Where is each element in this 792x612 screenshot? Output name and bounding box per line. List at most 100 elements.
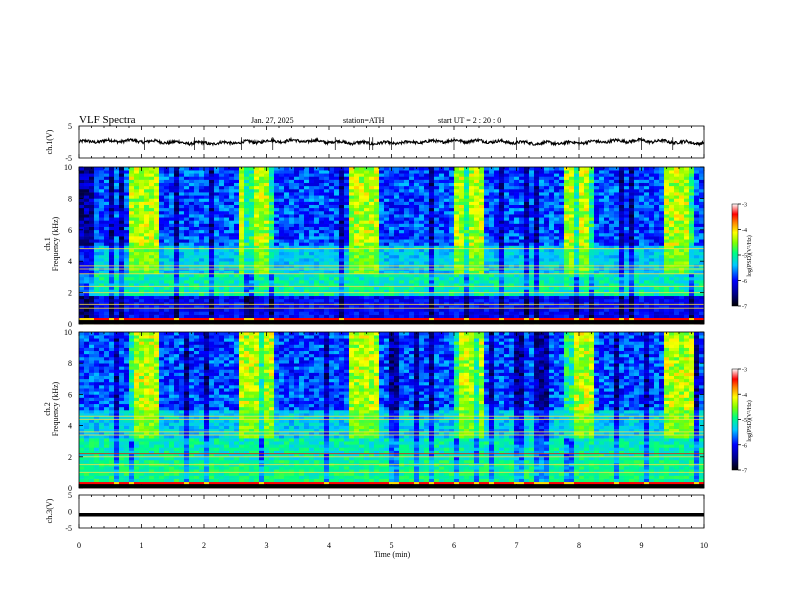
spectrogram-cell: [84, 236, 90, 240]
spectrogram-cell: [459, 261, 465, 265]
spectrogram-cell: [544, 192, 550, 196]
spectrogram-cell: [319, 245, 325, 249]
spectrogram-cell: [94, 261, 100, 265]
spectrogram-cell: [224, 311, 230, 315]
spectrogram-cell: [169, 182, 175, 187]
spectrogram-cell: [499, 302, 505, 306]
spectrogram-cell: [349, 232, 355, 237]
spectrogram-cell: [444, 286, 450, 290]
spectrogram-cell: [414, 223, 420, 227]
spectrogram-cell: [374, 248, 380, 253]
spectrogram-cell: [429, 245, 435, 249]
spectrogram-cell: [244, 170, 250, 174]
spectrogram-cell: [334, 308, 340, 312]
spectrogram-cell: [174, 192, 180, 196]
spectrogram-cell: [89, 270, 95, 275]
spectrogram-cell: [534, 226, 540, 231]
spectrogram-cell: [234, 223, 240, 227]
spectrogram-cell: [419, 292, 425, 297]
spectrogram-cell: [189, 261, 195, 265]
spectrogram-cell: [179, 226, 185, 231]
spectrogram-cell: [359, 251, 365, 256]
spectrogram-cell: [214, 195, 220, 199]
spectrogram-cell: [204, 289, 210, 293]
spectrogram-cell: [394, 167, 400, 171]
spectrogram-cell: [404, 283, 410, 287]
spectrogram-cell: [374, 242, 380, 246]
spectrogram-cell: [174, 289, 180, 293]
spectrogram-cell: [139, 305, 145, 309]
spectrogram-cell: [399, 286, 405, 290]
spectrogram-cell: [354, 201, 360, 205]
spectrogram-cell: [174, 173, 180, 177]
spectrogram-cell: [229, 270, 235, 275]
spectrogram-cell: [209, 292, 215, 297]
spectrogram-cell: [454, 286, 460, 290]
spectrogram-cell: [229, 223, 235, 227]
spectrogram-cell: [214, 201, 220, 205]
spectrogram-cell: [104, 273, 110, 278]
spectrogram-cell: [279, 229, 285, 234]
spectrogram-cell: [414, 258, 420, 262]
spectrogram-cell: [394, 220, 400, 224]
spectrogram-cell: [519, 188, 525, 193]
spectrogram-cell: [249, 295, 255, 300]
spectrogram-cell: [79, 280, 85, 284]
spectrogram-cell: [299, 220, 305, 224]
spectrogram-cell: [539, 242, 545, 246]
spectrogram-cell: [204, 182, 210, 187]
spectrogram-cell: [494, 173, 500, 177]
spectrogram-cell: [104, 170, 110, 174]
spectrogram-cell: [214, 305, 220, 309]
spectrogram-cell: [304, 283, 310, 287]
spectrogram-cell: [244, 167, 250, 171]
spectrogram-cell: [119, 270, 125, 275]
spectrogram-cell: [94, 167, 100, 171]
spectrogram-cell: [179, 217, 185, 221]
spectrogram-cell: [219, 192, 225, 196]
spectrogram-cell: [414, 214, 420, 218]
spectrogram-cell: [234, 185, 240, 190]
spectrogram-cell: [464, 251, 470, 256]
spectrogram-cell: [189, 198, 195, 202]
spectrogram-cell: [429, 239, 435, 243]
spectrogram-cell: [439, 308, 445, 312]
spectrogram-cell: [419, 254, 425, 259]
spectrogram-cell: [394, 188, 400, 193]
spectrogram-cell: [274, 248, 280, 253]
spectrogram-cell: [164, 170, 170, 174]
spectrogram-cell: [519, 229, 525, 234]
spectrogram-cell: [129, 207, 135, 212]
spectrogram-cell: [509, 254, 515, 259]
spectrogram-cell: [189, 236, 195, 240]
spectrogram-cell: [544, 232, 550, 237]
spectrogram-cell: [134, 182, 140, 187]
spectrogram-cell: [329, 302, 335, 306]
spectrogram-cell: [94, 292, 100, 297]
spectrogram-cell: [264, 223, 270, 227]
spectrogram-cell: [539, 198, 545, 202]
spectrogram-cell: [409, 295, 415, 300]
spectrogram-cell: [559, 182, 565, 187]
spectrogram-cell: [419, 201, 425, 205]
spectrogram-cell: [169, 308, 175, 312]
spectrogram-cell: [484, 204, 490, 209]
spectrogram-cell: [289, 210, 295, 215]
spectrogram-cell: [389, 223, 395, 227]
spectrogram-cell: [479, 192, 485, 196]
spectrogram-cell: [554, 276, 560, 281]
spectrogram-cell: [349, 302, 355, 306]
spectrogram-cell: [529, 251, 535, 256]
spectrogram-cell: [444, 254, 450, 259]
spectrogram-cell: [294, 204, 300, 209]
spectrogram-cell: [214, 245, 220, 249]
spectrogram-cell: [474, 286, 480, 290]
spectrogram-cell: [119, 204, 125, 209]
spectrogram-cell: [474, 261, 480, 265]
spectrogram-cell: [374, 239, 380, 243]
spectrogram-cell: [544, 289, 550, 293]
spectrogram-cell: [364, 273, 370, 278]
spectrogram-cell: [264, 251, 270, 256]
spectrogram-cell: [499, 167, 505, 171]
spectrogram-cell: [149, 289, 155, 293]
